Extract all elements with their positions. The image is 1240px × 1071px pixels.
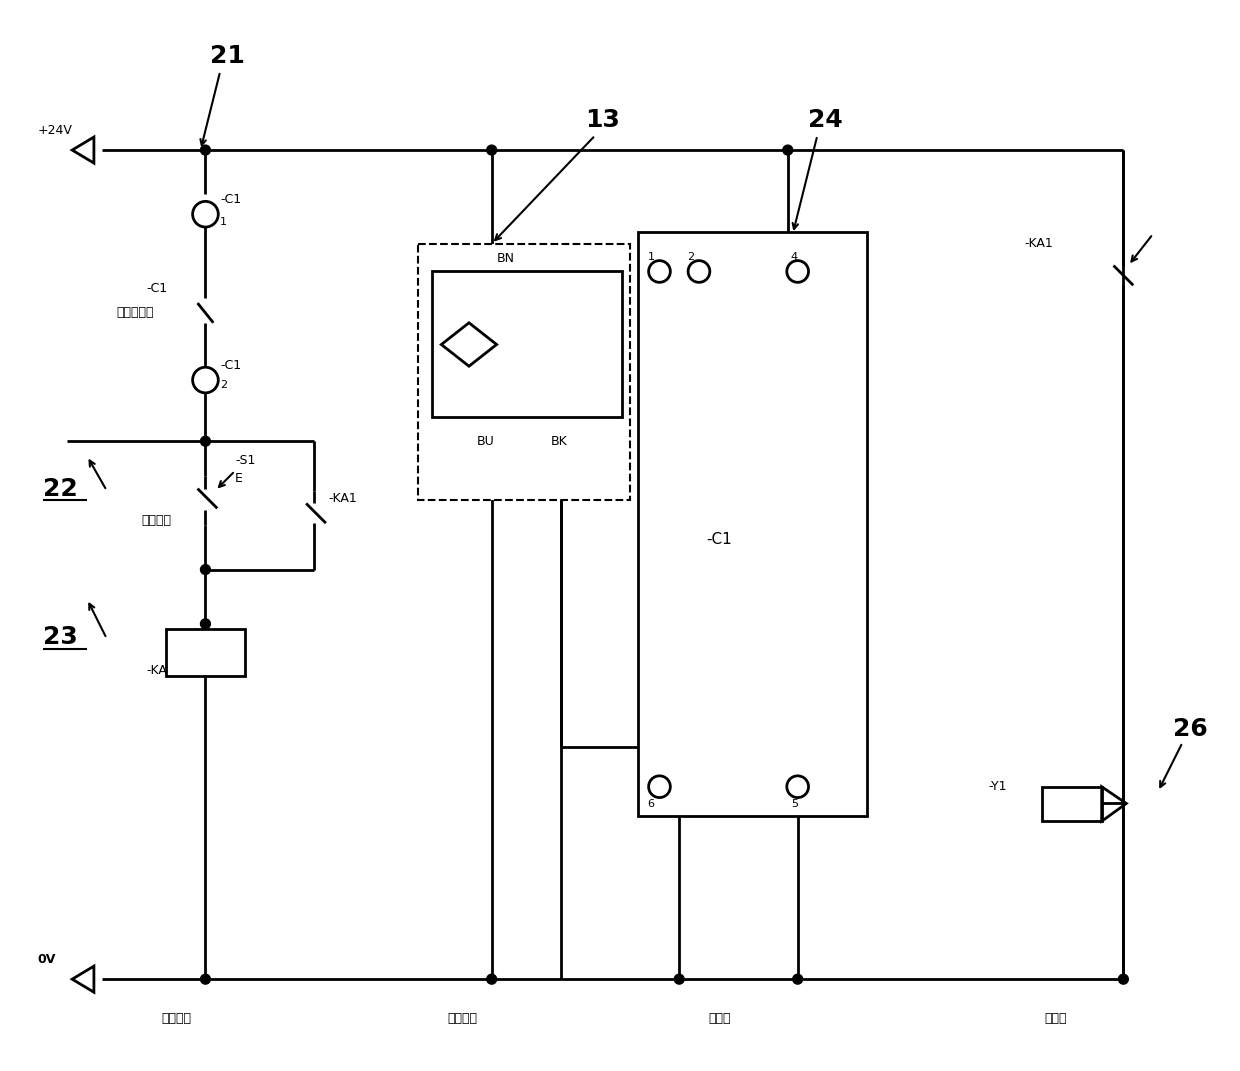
Text: 1: 1 (221, 217, 227, 227)
Text: -: - (464, 364, 469, 378)
Text: 接近开关: 接近开关 (448, 1012, 477, 1025)
Bar (418, 244, 630, 500)
Circle shape (201, 436, 211, 447)
Circle shape (192, 201, 218, 227)
Text: BU: BU (477, 435, 495, 448)
Bar (166, 629, 246, 676)
Circle shape (201, 975, 211, 984)
Text: 21: 21 (211, 44, 246, 69)
Text: 起动按钮: 起动按钮 (141, 514, 171, 527)
Text: +: + (461, 310, 470, 320)
Text: -Y1: -Y1 (988, 780, 1007, 794)
Text: 4: 4 (791, 252, 797, 261)
Text: -S1: -S1 (236, 454, 255, 467)
Text: -KA1: -KA1 (329, 492, 357, 506)
Text: 5: 5 (791, 799, 797, 810)
Circle shape (487, 975, 497, 984)
Circle shape (787, 775, 808, 798)
Bar (433, 271, 622, 417)
Text: +24V: +24V (37, 124, 72, 137)
Text: 1: 1 (647, 252, 655, 261)
Text: E: E (236, 472, 243, 485)
Text: -C1: -C1 (221, 359, 242, 372)
Circle shape (1118, 975, 1128, 984)
Text: 起动停止: 起动停止 (161, 1012, 191, 1025)
Text: -C1: -C1 (706, 532, 732, 547)
Circle shape (675, 975, 684, 984)
Text: -B1: -B1 (536, 327, 557, 340)
Circle shape (787, 260, 808, 283)
Text: 26: 26 (1173, 718, 1208, 741)
Text: 24: 24 (807, 108, 842, 133)
Text: 2: 2 (687, 252, 694, 261)
Circle shape (649, 775, 671, 798)
Text: 计数器: 计数器 (709, 1012, 732, 1025)
Text: 6: 6 (647, 799, 655, 810)
Circle shape (487, 146, 497, 155)
Circle shape (649, 260, 671, 283)
Text: BN: BN (497, 252, 515, 266)
Circle shape (782, 146, 792, 155)
Text: 计数器停止: 计数器停止 (117, 306, 154, 319)
Text: -C1: -C1 (146, 282, 167, 295)
Bar (637, 232, 867, 816)
Text: 0V: 0V (37, 953, 56, 966)
Circle shape (201, 146, 211, 155)
Text: 2: 2 (221, 380, 227, 390)
Text: 22: 22 (42, 477, 77, 500)
Circle shape (792, 975, 802, 984)
Text: 电磁阀: 电磁阀 (1044, 1012, 1066, 1025)
Text: -KA1: -KA1 (146, 664, 175, 677)
Circle shape (688, 260, 709, 283)
Bar (1043, 787, 1101, 821)
Text: 13: 13 (585, 108, 620, 133)
Text: BK: BK (551, 435, 568, 448)
Text: -KA1: -KA1 (1024, 238, 1054, 251)
Text: -C1: -C1 (221, 193, 242, 206)
Circle shape (201, 564, 211, 574)
Circle shape (201, 619, 211, 629)
Text: 23: 23 (42, 624, 77, 649)
Circle shape (192, 367, 218, 393)
